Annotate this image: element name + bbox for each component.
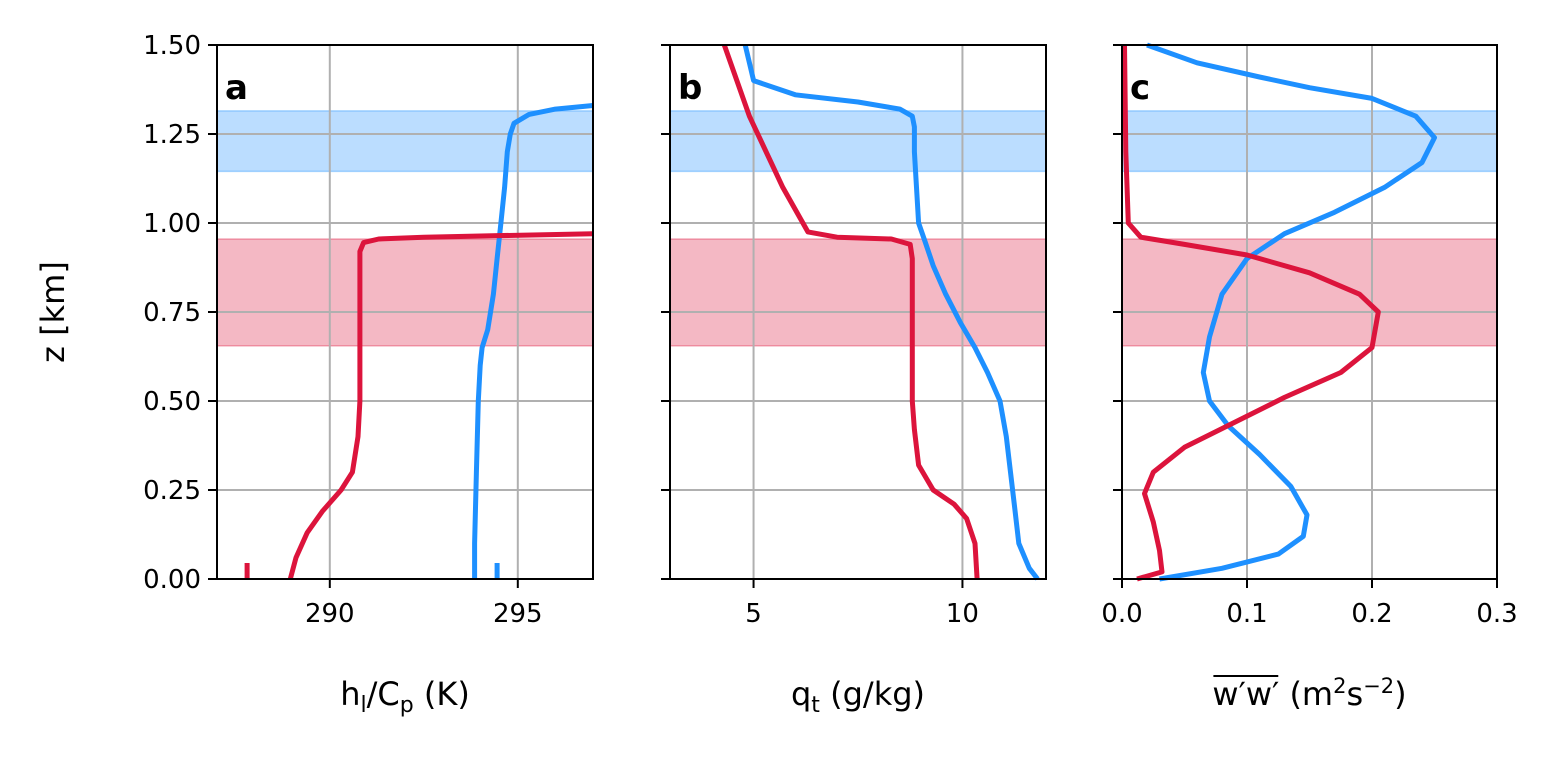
y-tick-label: 0.00	[143, 565, 201, 595]
x-title-subscript: t	[811, 693, 820, 718]
x-tick-label: 295	[493, 599, 543, 629]
series-layer	[1122, 42, 1437, 582]
y-tick-label: 1.00	[143, 209, 201, 239]
shaded-band	[216, 110, 594, 173]
x-title-main: q	[791, 675, 811, 713]
x-title-superscript: −2	[1363, 674, 1394, 698]
x-title-unit: (K)	[414, 675, 470, 713]
x-title-subscript: l	[360, 693, 366, 718]
shaded-band	[669, 238, 1047, 347]
series-layer	[721, 44, 1040, 581]
x-title-main: h	[340, 675, 360, 713]
x-axis-title: hl/Cp (K)	[340, 675, 470, 718]
x-tick-label: 0.2	[1351, 599, 1392, 629]
band-layer	[216, 110, 594, 347]
x-tick-label: 5	[745, 599, 762, 629]
series-line	[287, 231, 594, 580]
band-layer	[1121, 110, 1498, 347]
x-title-unit: s	[1346, 675, 1363, 713]
shaded-band	[216, 238, 594, 347]
shaded-band	[1121, 110, 1498, 173]
x-title-middle: /C	[367, 675, 400, 713]
x-title-unit: (g/kg)	[820, 675, 925, 713]
tick-layer: 290 295 0.00 0.25 0.50 0.75 1.00 1.25 1.50	[143, 31, 543, 629]
band-layer	[669, 110, 1047, 347]
tick-layer: 5 10	[661, 44, 979, 629]
y-tick-label: 0.25	[143, 476, 201, 506]
series-line	[1146, 42, 1437, 582]
series-line	[742, 44, 1040, 581]
x-tick-label: 0.3	[1476, 599, 1517, 629]
x-axis-title: w′w′ (m2s−2)	[1212, 674, 1406, 713]
y-tick-label: 1.50	[143, 31, 201, 61]
series-layer	[244, 103, 594, 580]
x-axis-title: qt (g/kg)	[791, 675, 925, 718]
x-tick-label: 10	[946, 599, 979, 629]
panel-b: 5 10 b qt (g/kg)	[661, 44, 1047, 718]
x-title-main: w′w′	[1212, 675, 1279, 713]
x-title-unit: (m	[1279, 675, 1333, 713]
tick-layer: 0.0 0.1 0.2 0.3	[1101, 44, 1518, 629]
x-tick-label: 0.0	[1101, 599, 1142, 629]
x-tick-label: 290	[305, 599, 355, 629]
shaded-band	[669, 110, 1047, 173]
panel-a: 290 295 0.00 0.25 0.50 0.75 1.00 1.25 1.50 a hl/…	[143, 31, 594, 718]
y-axis-title: z [km]	[34, 261, 72, 363]
panel-letter: c	[1130, 68, 1150, 108]
series-line	[472, 103, 594, 579]
series-line	[721, 44, 980, 580]
x-title-unit: )	[1394, 675, 1406, 713]
shaded-band	[1121, 238, 1498, 347]
x-title-subscript: p	[400, 693, 414, 718]
panel-c: 0.0 0.1 0.2 0.3 c w′w′ (m2s−2)	[1101, 42, 1518, 713]
series-line	[1122, 44, 1381, 582]
x-title-superscript: 2	[1333, 674, 1346, 698]
y-tick-label: 0.75	[143, 298, 201, 328]
x-tick-label: 0.1	[1226, 599, 1267, 629]
y-tick-label: 1.25	[143, 120, 201, 150]
panel-letter: a	[225, 68, 248, 108]
y-tick-label: 0.50	[143, 387, 201, 417]
panel-letter: b	[678, 68, 702, 108]
